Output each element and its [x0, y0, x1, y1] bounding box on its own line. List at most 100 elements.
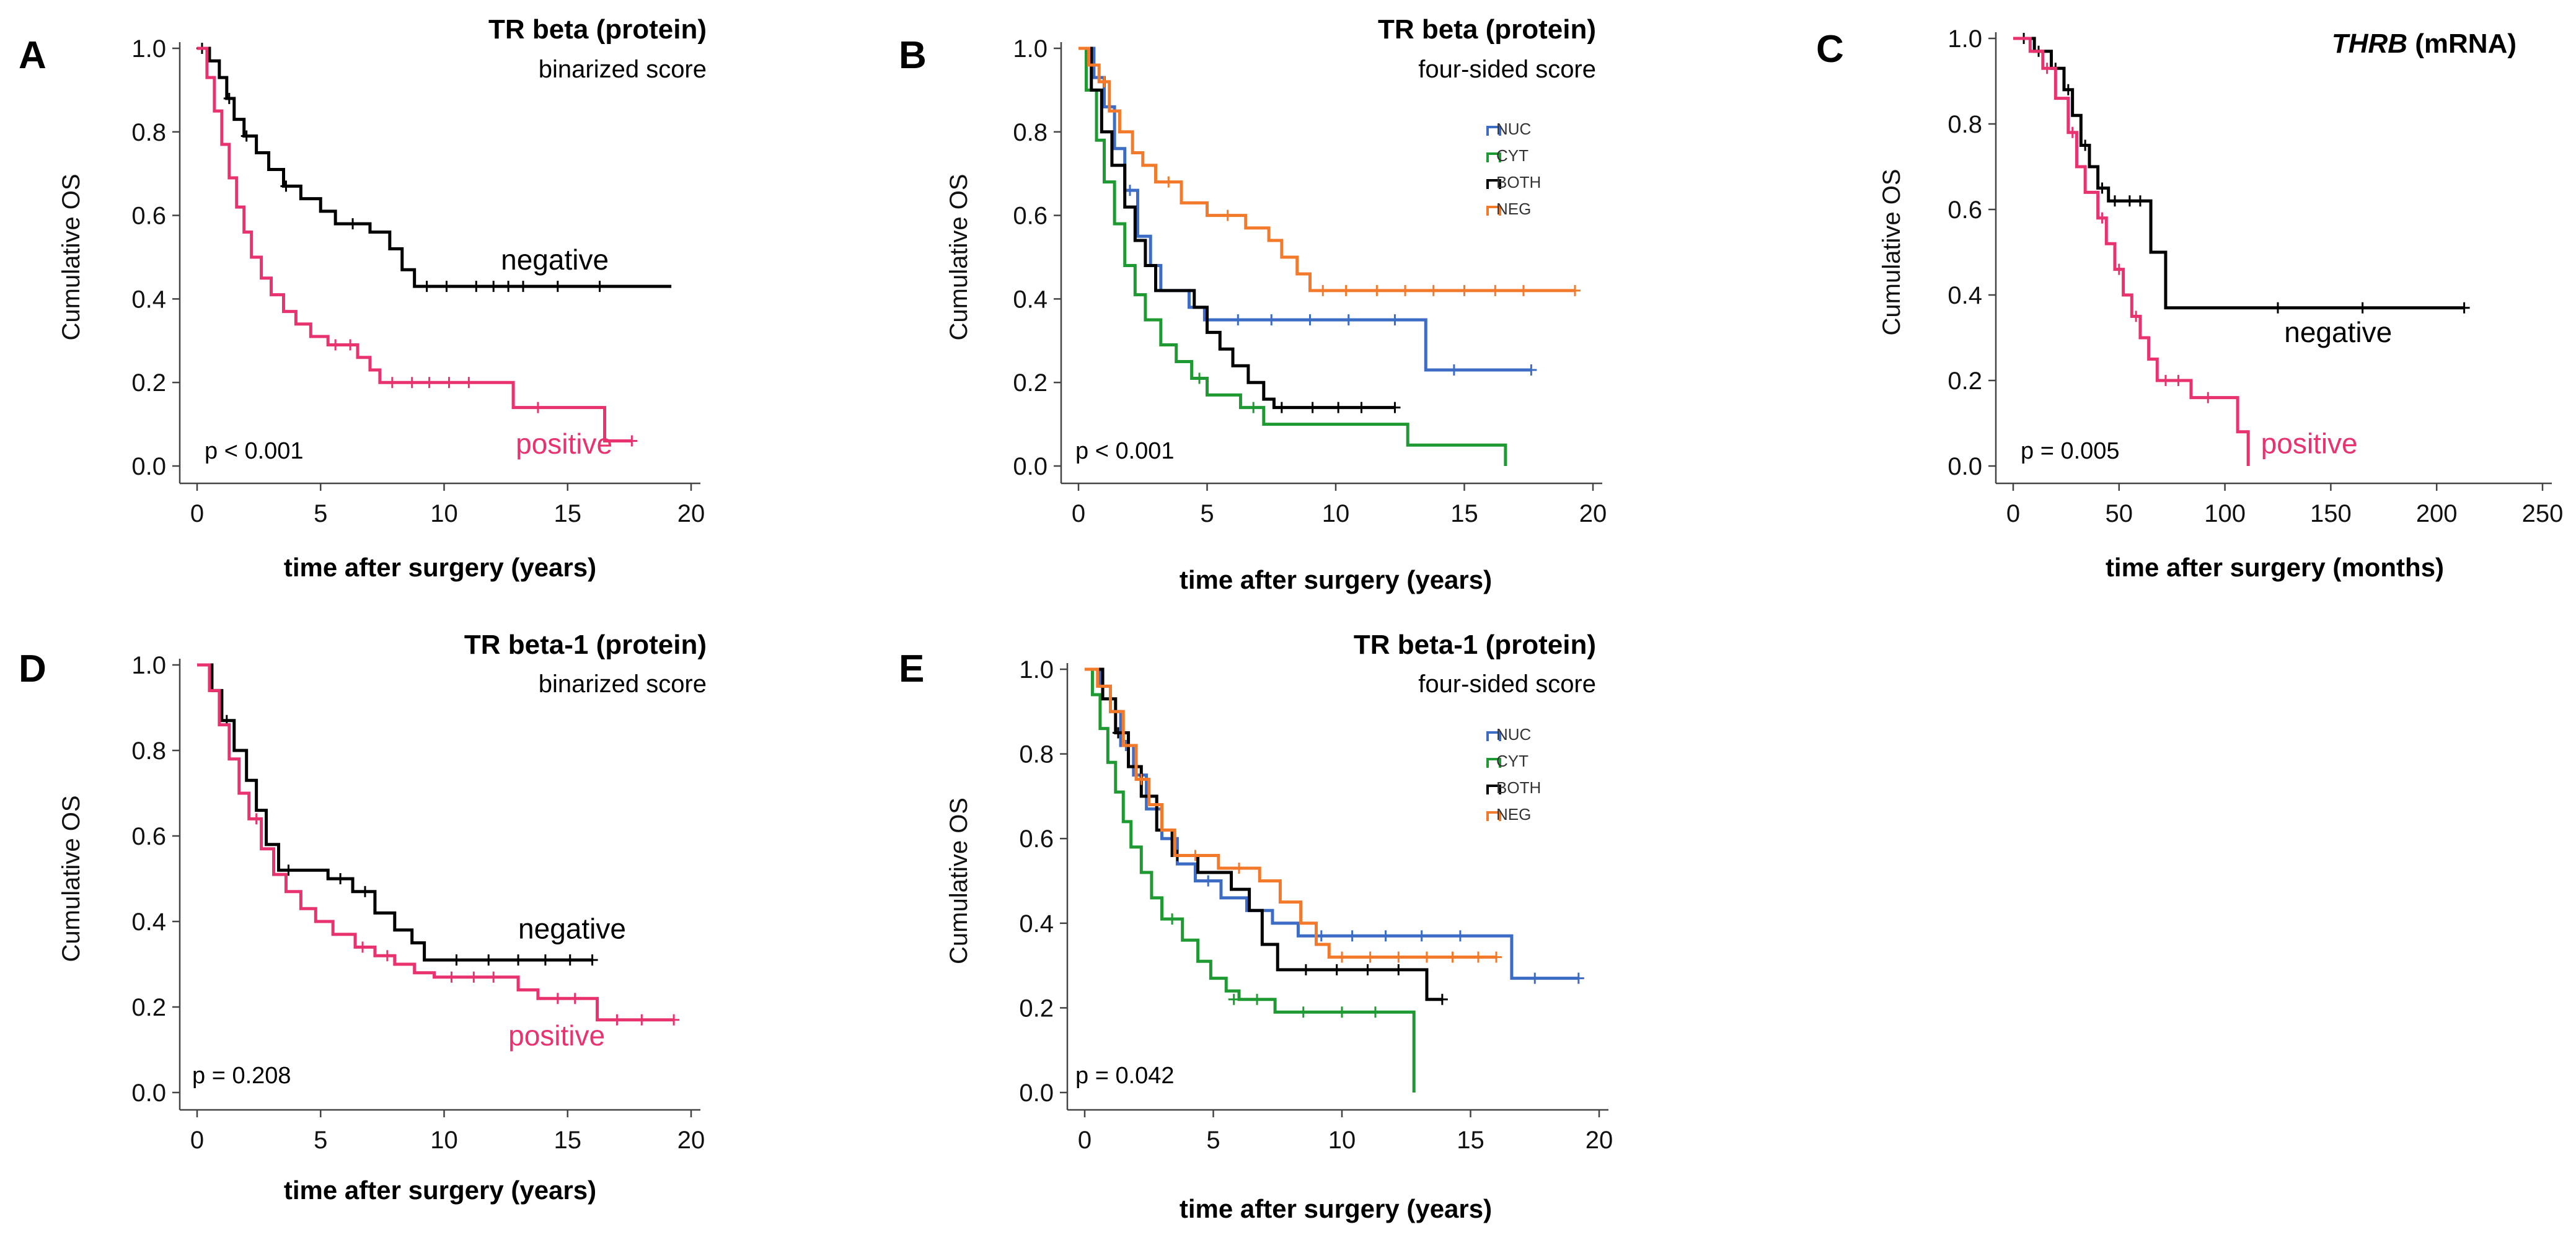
censor-mark-cyt [1248, 402, 1259, 413]
y-axis-label: Cumulative OS [58, 174, 85, 341]
censor-mark-neg [1393, 951, 1405, 963]
censor-mark-negative [2062, 84, 2074, 95]
censor-mark-negative [586, 954, 598, 966]
x-tick-label: 10 [1322, 500, 1350, 527]
y-tick-label: 0.2 [1947, 367, 1982, 395]
censor-mark-neg [1317, 284, 1329, 296]
x-tick-label: 5 [314, 500, 327, 527]
y-tick-label: 0.4 [1019, 910, 1054, 938]
censor-mark-positive [2096, 212, 2108, 224]
censor-mark-neg [1336, 951, 1348, 963]
x-tick-label: 50 [2106, 500, 2133, 527]
legend-label-both: BOTH [1496, 778, 1541, 797]
y-tick-label: 1.0 [1947, 25, 1982, 53]
censor-mark-cyt [1167, 913, 1178, 925]
censor-mark-negative [594, 281, 606, 292]
censor-mark-both [1276, 402, 1287, 413]
censor-mark-negative [280, 180, 292, 192]
y-axis-label: Cumulative OS [945, 174, 973, 341]
censor-mark-negative [283, 864, 294, 876]
censor-mark-negative [2109, 195, 2120, 207]
panel-title: TR beta-1 (protein) [1354, 630, 1596, 660]
censor-mark-nuc [1346, 930, 1358, 942]
censor-mark-nuc [1380, 930, 1392, 942]
panel-subtitle: binarized score [539, 56, 707, 83]
x-tick-label: 15 [554, 500, 582, 527]
censor-mark-positive [611, 1014, 623, 1026]
censor-mark-positive [250, 813, 262, 825]
y-tick-label: 0.4 [131, 286, 166, 313]
legend-swatch-cyt [1486, 758, 1501, 768]
x-tick-label: 0 [190, 1127, 204, 1154]
curve-annotation-positive: positive [516, 428, 612, 460]
legend-swatch-nuc [1486, 731, 1501, 741]
censor-mark-nuc [1525, 364, 1537, 376]
censor-mark-negative [2124, 195, 2135, 207]
censor-mark-negative [223, 92, 235, 104]
panel-a: A 0.0 0.2 0.4 0.6 0.8 1.0 0 5 10 15 20 time after su… [19, 14, 707, 582]
x-tick-label: 10 [430, 1127, 458, 1154]
panel-title: TR beta (protein) [1378, 14, 1596, 45]
censor-mark-nuc [1389, 314, 1401, 326]
survival-curve-cyt [1078, 46, 1507, 466]
survival-curve-positive [197, 663, 674, 1022]
legend-swatch-both [1486, 179, 1501, 189]
legend-swatch-nuc [1486, 126, 1501, 136]
y-tick-label: 0.4 [1013, 286, 1048, 313]
censor-mark-negative [441, 281, 452, 292]
legend-label-neg: NEG [1496, 200, 1531, 218]
panel-letter: D [19, 648, 46, 690]
panel-subtitle: four-sided score [1418, 671, 1596, 698]
panel-letter: C [1816, 28, 1844, 71]
censor-mark-neg [1472, 951, 1484, 963]
y-axis-label: Cumulative OS [1878, 169, 1905, 336]
censor-mark-neg [1427, 284, 1439, 296]
y-tick-label: 1.0 [1019, 656, 1054, 684]
censor-mark-negative [470, 281, 482, 292]
censor-mark-both [1389, 402, 1401, 413]
survival-curve-cyt [1085, 667, 1416, 1093]
censor-mark-negative [503, 281, 514, 292]
curve-annotation-positive: positive [508, 1019, 605, 1052]
censor-mark-nuc [1266, 314, 1277, 326]
censor-mark-both [1300, 964, 1312, 975]
x-tick-label: 5 [1200, 500, 1214, 527]
panel-letter: B [899, 34, 927, 77]
censor-mark-neg [1400, 284, 1411, 296]
censor-mark-negative [483, 954, 495, 966]
censor-mark-neg [1491, 951, 1502, 963]
x-tick-label: 10 [430, 500, 458, 527]
censor-mark-cyt [1228, 993, 1240, 1005]
y-tick-label: 0.2 [131, 369, 166, 397]
y-tick-label: 0.8 [131, 737, 166, 765]
x-tick-label: 0 [1078, 1127, 1092, 1154]
censor-mark-positive [386, 377, 398, 389]
survival-curve-positive [197, 46, 632, 443]
x-tick-label: 20 [677, 500, 705, 527]
censor-mark-negative [552, 281, 563, 292]
x-axis-label: time after surgery (years) [284, 553, 596, 582]
y-tick-label: 0.4 [1947, 282, 1982, 309]
censor-mark-negative [347, 218, 359, 230]
p-value: p < 0.001 [205, 438, 304, 464]
p-value: p = 0.005 [2021, 438, 2120, 464]
censor-mark-positive [463, 377, 475, 389]
censor-mark-negative [359, 886, 371, 897]
censor-mark-neg [1340, 284, 1352, 296]
curve-annotation-negative: negative [501, 244, 609, 276]
censor-mark-negative [2080, 139, 2091, 151]
censor-mark-neg [1458, 284, 1470, 296]
panel-title: TR beta-1 (protein) [464, 630, 707, 660]
y-axis-label: Cumulative OS [945, 798, 973, 964]
y-tick-label: 1.0 [1013, 35, 1048, 63]
censor-mark-positive [488, 971, 500, 983]
panel-letter: E [899, 648, 924, 690]
censor-mark-neg [1222, 209, 1233, 221]
legend-label-nuc: NUC [1496, 725, 1531, 744]
censor-mark-nuc [1304, 314, 1316, 326]
panel-letter: A [19, 34, 46, 77]
curve-annotation-positive: positive [2261, 427, 2358, 459]
x-tick-label: 100 [2204, 500, 2246, 527]
censor-mark-negative [2272, 302, 2283, 314]
censor-mark-neg [1233, 863, 1245, 874]
